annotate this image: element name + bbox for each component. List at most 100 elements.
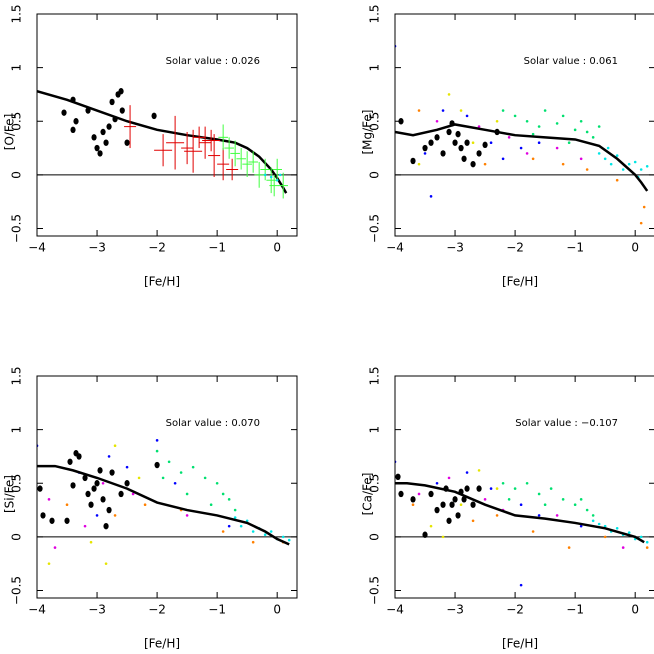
data-point [591, 519, 595, 523]
data-point [239, 524, 243, 528]
data-point [173, 481, 177, 485]
data-point [104, 562, 108, 565]
data-point [525, 152, 529, 155]
y-tick-label: 0.5 [10, 112, 24, 131]
y-axis-label: [Mg/Fe] [361, 109, 375, 154]
data-point [615, 178, 619, 182]
x-tick-label: −3 [88, 603, 106, 617]
y-tick-label: −0.5 [10, 214, 24, 243]
star-point [449, 501, 455, 508]
x-tick-label: −2 [506, 603, 524, 617]
annotation: Solar value : 0.061 [524, 56, 618, 67]
data-point [53, 546, 57, 549]
data-point [441, 109, 445, 112]
x-tick-label: 0 [273, 241, 281, 255]
star-point [61, 109, 67, 116]
data-point [459, 109, 463, 112]
star-point [151, 112, 157, 120]
model-curve [395, 123, 649, 192]
star-point [124, 480, 130, 487]
data-point [471, 519, 475, 523]
data-point [125, 465, 129, 469]
x-tick-label: −2 [148, 603, 166, 617]
data-point [561, 498, 565, 501]
plot-area [395, 44, 654, 225]
star-point [428, 139, 434, 146]
annotation: Solar value : 0.026 [166, 56, 260, 67]
y-tick-label: 1 [368, 426, 382, 434]
star-point [94, 144, 100, 152]
star-point [410, 157, 416, 165]
data-point [245, 519, 249, 523]
star-point [470, 160, 476, 168]
data-point [483, 498, 487, 501]
x-tick-label: −2 [506, 241, 524, 255]
star-point [119, 107, 125, 114]
data-point [429, 524, 433, 528]
data-point [591, 136, 595, 139]
x-tick-label: −3 [88, 241, 106, 255]
x-tick-label: −3 [446, 241, 464, 255]
plot-frame [394, 13, 654, 237]
data-point [233, 516, 237, 519]
data-point [573, 503, 577, 506]
y-axis-label: [Si/Fe] [3, 475, 17, 513]
star-point [455, 512, 461, 519]
star-point [64, 517, 70, 524]
star-point [422, 144, 428, 152]
data-point [89, 540, 93, 544]
x-tick-label: −3 [446, 603, 464, 617]
star-point [85, 490, 91, 498]
data-point [591, 514, 595, 517]
data-point [579, 524, 583, 528]
data-point [417, 162, 421, 166]
x-tick-label: −2 [148, 241, 166, 255]
y-tick-label: 0 [10, 533, 24, 541]
data-point [435, 481, 439, 485]
star-point [70, 96, 76, 103]
data-point [507, 136, 511, 139]
data-point [642, 205, 646, 209]
model-curve [37, 90, 288, 194]
star-point [97, 467, 103, 474]
x-tick-label: −1 [566, 603, 584, 617]
data-point [483, 162, 487, 166]
x-tick-label: −1 [208, 603, 226, 617]
y-tick-label: 1.5 [368, 4, 382, 23]
x-tick-label: 0 [631, 241, 639, 255]
data-point [525, 481, 529, 485]
data-point [561, 162, 565, 166]
star-point [452, 496, 458, 503]
star-point [76, 453, 82, 460]
data-point [537, 141, 541, 144]
data-point [627, 531, 631, 534]
x-tick-label: 0 [631, 603, 639, 617]
star-point [103, 522, 109, 530]
data-point [269, 175, 273, 179]
y-tick-label: 1.5 [368, 366, 382, 385]
data-point [227, 498, 231, 501]
data-point [603, 535, 607, 539]
y-tick-label: 0.5 [368, 474, 382, 493]
star-point [37, 485, 43, 492]
data-point [585, 168, 589, 171]
data-point [263, 173, 267, 177]
data-point [489, 141, 493, 144]
data-point [537, 492, 541, 496]
star-point [100, 496, 106, 503]
star-point [91, 485, 97, 492]
data-point [501, 157, 505, 161]
plot-frame [36, 375, 298, 599]
star-point [455, 130, 461, 138]
star-point [434, 134, 440, 141]
star-point [452, 139, 458, 146]
data-point [429, 195, 433, 198]
plot-area [37, 88, 297, 199]
y-tick-label: 1 [10, 426, 24, 434]
data-point [615, 526, 619, 530]
star-point [464, 139, 470, 146]
x-tick-label: −4 [28, 241, 46, 255]
x-axis-label: [Fe/H] [502, 637, 538, 651]
data-point [531, 157, 535, 161]
panel: −4 −3 −2 −1 0 −0.5 0 0.5 1 1.5 [Fe/H] [O/Fe] Solar v… [3, 4, 298, 289]
